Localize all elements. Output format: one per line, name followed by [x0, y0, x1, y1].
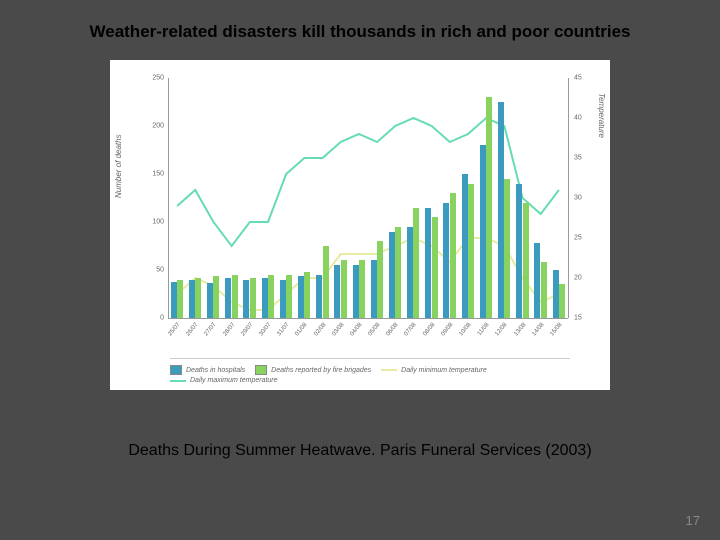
bar — [523, 203, 529, 318]
legend-label: Deaths in hospitals — [186, 367, 245, 374]
bar — [450, 193, 456, 318]
bar — [334, 265, 340, 318]
bar — [304, 272, 310, 318]
bar — [225, 278, 231, 318]
bar — [443, 203, 449, 318]
bar — [480, 145, 486, 318]
legend-item: Daily maximum temperature — [170, 377, 278, 384]
bar — [250, 278, 256, 318]
bar — [341, 260, 347, 318]
y2-tick: 20 — [574, 275, 598, 282]
bar — [359, 260, 365, 318]
legend-item: Deaths in hospitals — [170, 365, 245, 375]
y2-tick: 35 — [574, 155, 598, 162]
plot-area — [168, 78, 568, 318]
y-axis-label: Number of deaths — [114, 134, 123, 198]
bar — [377, 241, 383, 318]
bar — [323, 246, 329, 318]
bar — [243, 280, 249, 318]
y2-tick: 40 — [574, 115, 598, 122]
y2-axis — [568, 78, 569, 318]
bar — [232, 275, 238, 318]
bar — [262, 278, 268, 318]
y-tick: 50 — [140, 267, 164, 274]
bar — [353, 265, 359, 318]
y-tick: 250 — [140, 75, 164, 82]
bar — [504, 179, 510, 318]
bar — [268, 275, 274, 318]
y-tick: 150 — [140, 171, 164, 178]
y-tick: 100 — [140, 219, 164, 226]
legend-swatch — [381, 369, 397, 371]
bar — [389, 232, 395, 318]
bar — [541, 262, 547, 318]
page-number: 17 — [686, 513, 700, 528]
legend-swatch — [170, 380, 186, 382]
bar — [195, 278, 201, 318]
slide: Weather-related disasters kill thousands… — [0, 0, 720, 540]
slide-caption: Deaths During Summer Heatwave. Paris Fun… — [0, 442, 720, 460]
bar — [371, 260, 377, 318]
y2-tick: 30 — [574, 195, 598, 202]
legend-swatch — [170, 365, 182, 375]
bar — [316, 275, 322, 318]
legend-item: Daily minimum temperature — [381, 365, 487, 375]
bar — [298, 276, 304, 318]
y-tick: 0 — [140, 315, 164, 322]
bar — [280, 280, 286, 318]
bar — [498, 102, 504, 318]
x-axis — [168, 318, 568, 319]
bar — [213, 276, 219, 318]
legend-label: Daily minimum temperature — [401, 367, 487, 374]
legend-label: Deaths reported by fire brigades — [271, 367, 371, 374]
bar — [432, 217, 438, 318]
bar — [207, 283, 213, 318]
y2-tick: 15 — [574, 315, 598, 322]
y2-tick: 45 — [574, 75, 598, 82]
bar — [407, 227, 413, 318]
bar — [462, 174, 468, 318]
bar — [553, 270, 559, 318]
bar — [189, 280, 195, 318]
bar — [516, 184, 522, 318]
bar — [425, 208, 431, 318]
legend: Deaths in hospitals Deaths reported by fi… — [170, 358, 570, 386]
bar — [171, 282, 177, 318]
bar — [177, 280, 183, 318]
legend-item: Deaths reported by fire brigades — [255, 365, 371, 375]
bar — [486, 97, 492, 318]
y2-axis-label: Temperature — [597, 93, 606, 138]
slide-title: Weather-related disasters kill thousands… — [0, 22, 720, 42]
bar — [286, 275, 292, 318]
bar — [413, 208, 419, 318]
y-tick: 200 — [140, 123, 164, 130]
bar — [559, 284, 565, 318]
chart-container: Number of deaths Temperature Deaths in h… — [110, 60, 610, 390]
y2-tick: 25 — [574, 235, 598, 242]
bar — [534, 243, 540, 318]
legend-label: Daily maximum temperature — [190, 377, 278, 384]
bar — [395, 227, 401, 318]
legend-swatch — [255, 365, 267, 375]
bar — [468, 184, 474, 318]
